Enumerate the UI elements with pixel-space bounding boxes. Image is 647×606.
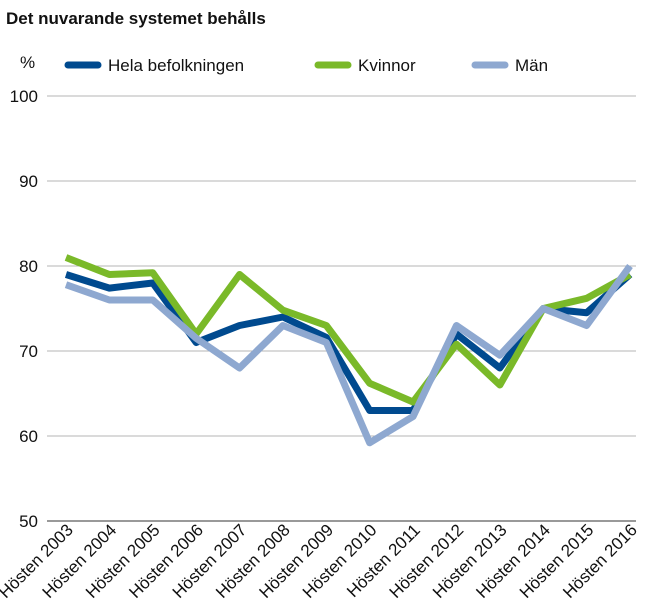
y-tick-label: 100 (10, 87, 38, 106)
y-tick-label: 50 (19, 512, 38, 531)
y-tick-label: 60 (19, 427, 38, 446)
legend-label: Kvinnor (358, 56, 416, 75)
legend-label: Hela befolkningen (108, 56, 244, 75)
series-line (64, 263, 633, 447)
legend-label: Män (515, 56, 548, 75)
y-axis-label: % (20, 53, 35, 72)
y-tick-label: 70 (19, 342, 38, 361)
y-tick-label: 90 (19, 172, 38, 191)
y-tick-label: 80 (19, 257, 38, 276)
chart-title: Det nuvarande systemet behålls (6, 9, 266, 28)
